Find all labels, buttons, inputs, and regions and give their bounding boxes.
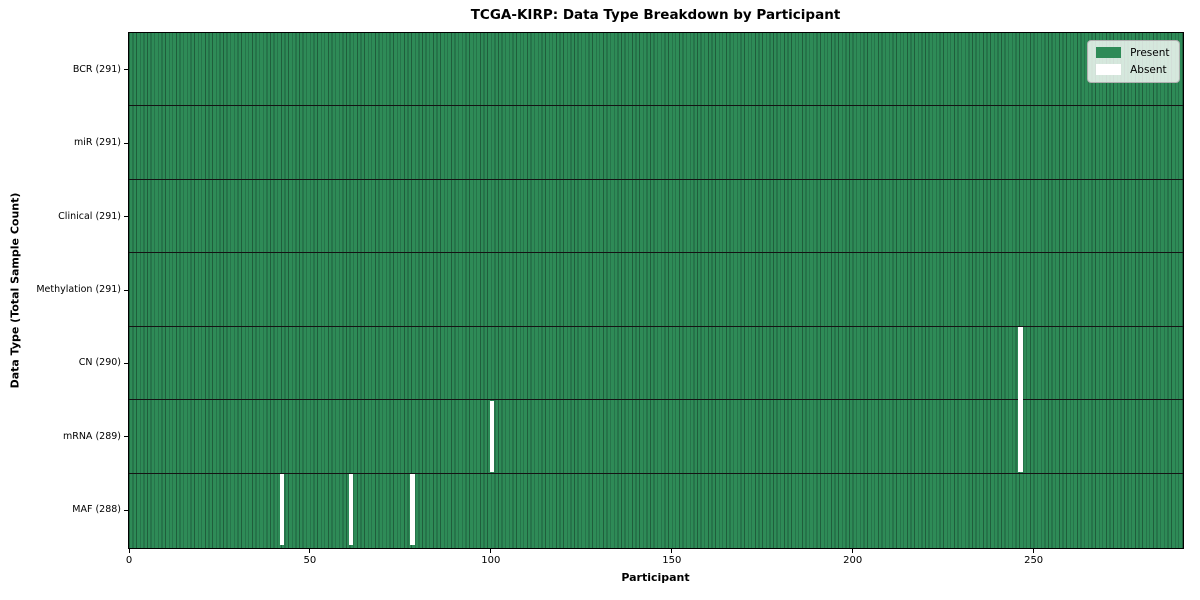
y-tick-label: Clinical (291): [58, 210, 121, 222]
legend-label-present: Present: [1130, 46, 1170, 59]
y-tick-label: Methylation (291): [36, 284, 121, 295]
legend: Present Absent: [1087, 39, 1180, 83]
chart-title: TCGA-KIRP: Data Type Breakdown by Partic…: [470, 7, 841, 23]
absent-gap-bar: [1018, 327, 1023, 473]
y-tick-mark: [124, 362, 129, 364]
x-tick-mark: [309, 548, 311, 553]
y-tick-mark: [124, 289, 129, 291]
x-tick-mark: [1033, 548, 1035, 553]
row-separator-line: [128, 399, 1183, 401]
y-tick-label: CN (290): [78, 357, 121, 369]
y-tick-label: miR (291): [73, 137, 121, 149]
x-tick-mark: [852, 548, 854, 553]
absent-gap-bar: [490, 400, 495, 473]
legend-item-present: Present: [1096, 46, 1170, 59]
absent-gap-bar: [348, 474, 354, 546]
x-tick-label: 100: [481, 555, 501, 566]
row-separator-line: [128, 178, 1183, 180]
absent-gap-bar: [280, 474, 285, 546]
legend-label-absent: Absent: [1130, 63, 1167, 76]
row-separator-line: [128, 252, 1183, 254]
x-tick-mark: [128, 548, 130, 553]
y-tick-mark: [124, 142, 129, 144]
y-tick-label: BCR (291): [72, 63, 121, 75]
legend-item-absent: Absent: [1096, 64, 1169, 76]
x-tick-label: 50: [303, 555, 317, 566]
x-tick-label: 200: [843, 555, 863, 566]
y-tick-mark: [124, 436, 129, 438]
y-tick-mark: [124, 216, 129, 218]
y-tick-label: MAF (288): [72, 504, 121, 516]
x-tick-label: 250: [1024, 555, 1044, 566]
row-separator-line: [128, 105, 1183, 107]
row-separator-line: [128, 325, 1183, 327]
x-tick-label: 0: [125, 555, 133, 566]
legend-swatch-absent: [1096, 64, 1122, 75]
x-axis-label: Participant: [621, 571, 690, 584]
y-tick-mark: [124, 69, 129, 71]
x-tick-mark: [490, 548, 492, 553]
y-tick-label: mRNA (289): [62, 430, 121, 442]
y-tick-mark: [124, 509, 129, 511]
x-tick-mark: [671, 548, 673, 553]
plot-area: Present Absent: [127, 31, 1184, 549]
legend-swatch-present: [1096, 47, 1122, 58]
x-tick-label: 150: [662, 555, 682, 566]
absent-gap-bar: [410, 474, 415, 546]
row-separator-line: [128, 472, 1183, 474]
